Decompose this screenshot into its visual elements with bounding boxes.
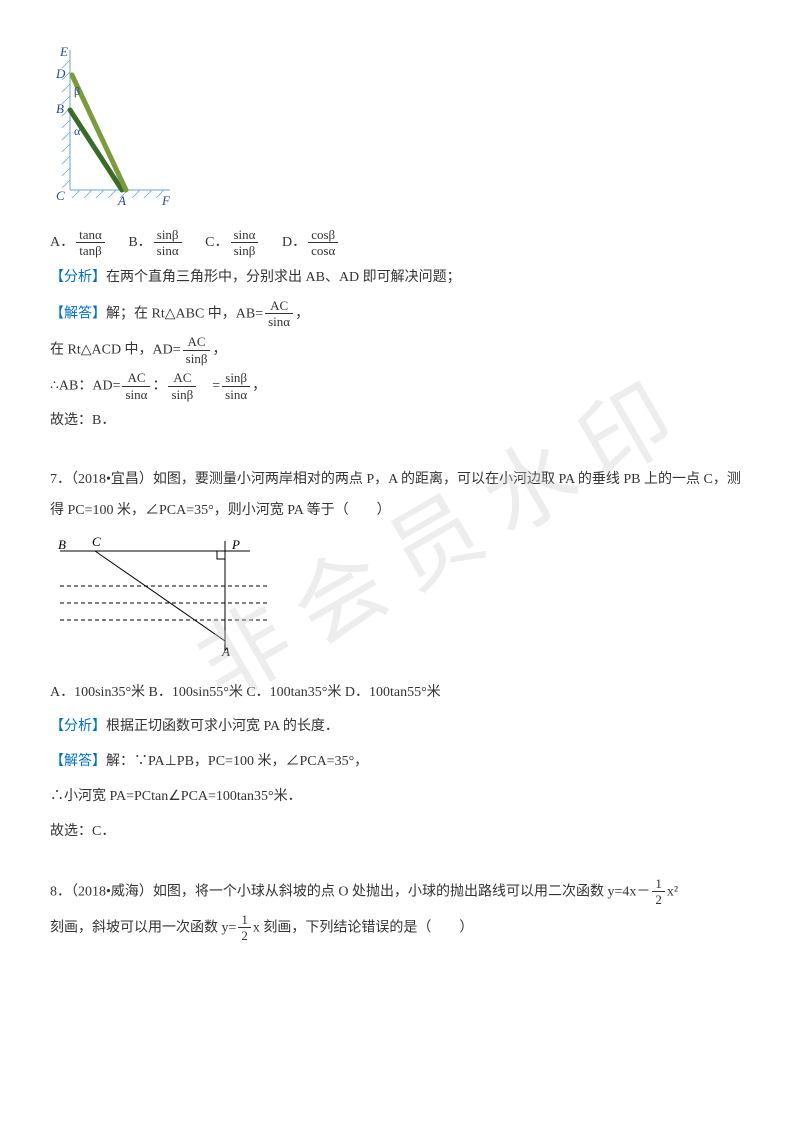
q7-conclusion: 故选：C． — [50, 817, 743, 848]
svg-text:A: A — [117, 193, 126, 208]
svg-text:β: β — [74, 84, 80, 98]
svg-text:E: E — [59, 44, 68, 59]
svg-text:C: C — [56, 188, 65, 203]
svg-text:A: A — [221, 644, 230, 659]
figure-river: B C P A — [50, 531, 743, 674]
q7-analysis: 【分析】根据正切函数可求小河宽 PA 的长度． — [50, 712, 743, 743]
q7-stem: 7．（2018•宜昌）如图，要测量小河两岸相对的两点 P，A 的距离，可以在小河… — [50, 465, 743, 527]
q6-answer-l3: ∴AB：AD=ACsinα：ACsinβ =sinβsinα， — [50, 370, 743, 402]
q6-answer-l1: 【解答】解；在 Rt△ABC 中，AB=ACsinα， — [50, 298, 743, 330]
q8-stem-l1: 8．（2018•威海）如图，将一个小球从斜坡的点 O 处抛出，小球的抛出路线可以… — [50, 876, 743, 908]
svg-text:F: F — [161, 193, 171, 208]
q6-answer-l2: 在 Rt△ACD 中，AD=ACsinβ， — [50, 334, 743, 366]
svg-text:D: D — [55, 66, 66, 81]
svg-text:B: B — [56, 101, 64, 116]
q7-answer-l1: 【解答】解：∵PA⊥PB，PC=100 米，∠PCA=35°， — [50, 747, 743, 778]
q6-conclusion: 故选：B． — [50, 406, 743, 437]
q8-stem-l2: 刻画，斜坡可以用一次函数 y=12x 刻画，下列结论错误的是（ ） — [50, 912, 743, 944]
svg-text:B: B — [58, 537, 66, 552]
figure-bamboo: E D B C A F α β — [50, 40, 743, 223]
q6-options: A．tanαtanβ B．sinβsinα C．sinαsinβ D．cosβc… — [50, 227, 743, 259]
svg-text:α: α — [74, 124, 81, 138]
q6-analysis: 【分析】在两个直角三角形中，分别求出 AB、AD 即可解决问题； — [50, 263, 743, 294]
q7-options: A．100sin35°米 B．100sin55°米 C．100tan35°米 D… — [50, 678, 743, 709]
svg-text:C: C — [92, 534, 101, 549]
svg-text:P: P — [231, 537, 240, 552]
q7-answer-l2: ∴小河宽 PA=PCtan∠PCA=100tan35°米． — [50, 782, 743, 813]
